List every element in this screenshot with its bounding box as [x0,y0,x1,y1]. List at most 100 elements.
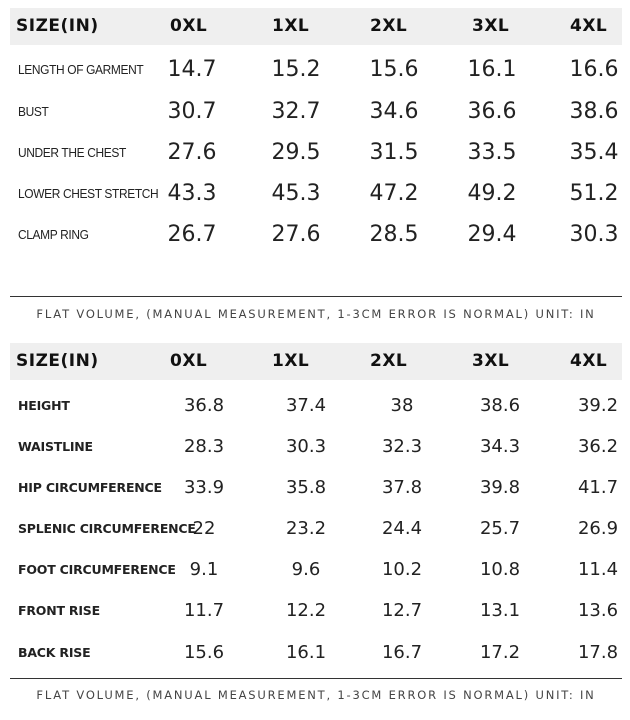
row-label: BACK RISE [18,645,91,660]
table-row: LOWER CHEST STRETCH 43.3 45.3 47.2 49.2 … [10,176,622,212]
cell-value: 13.1 [479,600,521,621]
header-size-1xl: 1XL [272,16,310,36]
cell-value: 25.7 [479,518,521,539]
table-row: HEIGHT 36.8 37.4 38 38.6 39.2 [10,388,622,424]
table-row: SPLENIC CIRCUMFERENCE 22 23.2 24.4 25.7 … [10,511,622,547]
row-label: UNDER THE CHEST [18,145,126,160]
table-row: CLAMP RING 26.7 27.6 28.5 29.4 30.3 [10,217,622,253]
row-label: LENGTH OF GARMENT [18,62,144,77]
cell-value: 41.7 [577,477,619,498]
cell-value: 17.8 [577,642,619,663]
header-size-0xl: 0XL [170,16,208,36]
cell-value: 33.5 [467,140,517,165]
cell-value: 29.4 [467,222,517,247]
cell-value: 12.7 [381,600,423,621]
cell-value: 16.1 [467,57,517,82]
table-header: SIZE(IN) 0XL 1XL 2XL 3XL 4XL [10,8,622,45]
table-row: WAISTLINE 28.3 30.3 32.3 34.3 36.2 [10,429,622,465]
cell-value: 32.3 [381,436,423,457]
row-label: FRONT RISE [18,603,100,618]
cell-value: 32.7 [271,99,321,124]
cell-value: 35.8 [285,477,327,498]
header-size-3xl: 3XL [472,351,510,371]
cell-value: 37.4 [285,395,327,416]
header-size-4xl: 4XL [570,16,608,36]
row-label: WAISTLINE [18,439,93,454]
cell-value: 39.2 [577,395,619,416]
row-label: BUST [18,104,49,119]
header-size-4xl: 4XL [570,351,608,371]
cell-value: 49.2 [467,181,517,206]
header-size-1xl: 1XL [272,351,310,371]
row-label: HIP CIRCUMFERENCE [18,480,162,495]
table-row: LENGTH OF GARMENT 14.7 15.2 15.6 16.1 16… [10,52,622,88]
cell-value: 16.1 [285,642,327,663]
cell-value: 45.3 [271,181,321,206]
cell-value: 15.6 [183,642,225,663]
cell-value: 34.3 [479,436,521,457]
cell-value: 11.4 [577,559,619,580]
cell-value: 36.8 [183,395,225,416]
cell-value: 37.8 [381,477,423,498]
table-row: FOOT CIRCUMFERENCE 9.1 9.6 10.2 10.8 11.… [10,552,622,588]
row-label: FOOT CIRCUMFERENCE [18,562,176,577]
row-label: HEIGHT [18,398,70,413]
cell-value: 16.6 [569,57,619,82]
cell-value: 27.6 [271,222,321,247]
header-size-label: SIZE(IN) [16,16,99,36]
cell-value: 38 [390,395,414,416]
cell-value: 27.6 [167,140,217,165]
cell-value: 16.7 [381,642,423,663]
cell-value: 36.2 [577,436,619,457]
cell-value: 10.8 [479,559,521,580]
cell-value: 10.2 [381,559,423,580]
row-label: CLAMP RING [18,227,89,242]
header-size-2xl: 2XL [370,16,408,36]
cell-value: 33.9 [183,477,225,498]
table-header: SIZE(IN) 0XL 1XL 2XL 3XL 4XL [10,343,622,380]
header-size-label: SIZE(IN) [16,351,99,371]
cell-value: 30.3 [285,436,327,457]
cell-value: 24.4 [381,518,423,539]
cell-value: 31.5 [369,140,419,165]
cell-value: 9.6 [291,559,321,580]
cell-value: 35.4 [569,140,619,165]
table-row: FRONT RISE 11.7 12.2 12.7 13.1 13.6 [10,593,622,629]
cell-value: 28.5 [369,222,419,247]
table-row: UNDER THE CHEST 27.6 29.5 31.5 33.5 35.4 [10,135,622,171]
cell-value: 30.7 [167,99,217,124]
cell-value: 15.2 [271,57,321,82]
cell-value: 13.6 [577,600,619,621]
cell-value: 51.2 [569,181,619,206]
cell-value: 43.3 [167,181,217,206]
header-size-0xl: 0XL [170,351,208,371]
header-size-2xl: 2XL [370,351,408,371]
table-row: BACK RISE 15.6 16.1 16.7 17.2 17.8 [10,635,622,671]
cell-value: 15.6 [369,57,419,82]
cell-value: 9.1 [189,559,219,580]
cell-value: 36.6 [467,99,517,124]
cell-value: 34.6 [369,99,419,124]
divider [10,678,622,679]
cell-value: 14.7 [167,57,217,82]
divider [10,296,622,297]
measurement-note: FLAT VOLUME, (MANUAL MEASUREMENT, 1-3CM … [36,307,596,321]
cell-value: 29.5 [271,140,321,165]
cell-value: 22 [192,518,216,539]
row-label: SPLENIC CIRCUMFERENCE [18,521,196,536]
header-size-3xl: 3XL [472,16,510,36]
cell-value: 28.3 [183,436,225,457]
row-label: LOWER CHEST STRETCH [18,186,159,201]
cell-value: 17.2 [479,642,521,663]
cell-value: 38.6 [479,395,521,416]
cell-value: 26.9 [577,518,619,539]
cell-value: 11.7 [183,600,225,621]
cell-value: 26.7 [167,222,217,247]
cell-value: 30.3 [569,222,619,247]
table-row: HIP CIRCUMFERENCE 33.9 35.8 37.8 39.8 41… [10,470,622,506]
cell-value: 47.2 [369,181,419,206]
cell-value: 23.2 [285,518,327,539]
measurement-note: FLAT VOLUME, (MANUAL MEASUREMENT, 1-3CM … [36,688,596,702]
cell-value: 38.6 [569,99,619,124]
cell-value: 12.2 [285,600,327,621]
